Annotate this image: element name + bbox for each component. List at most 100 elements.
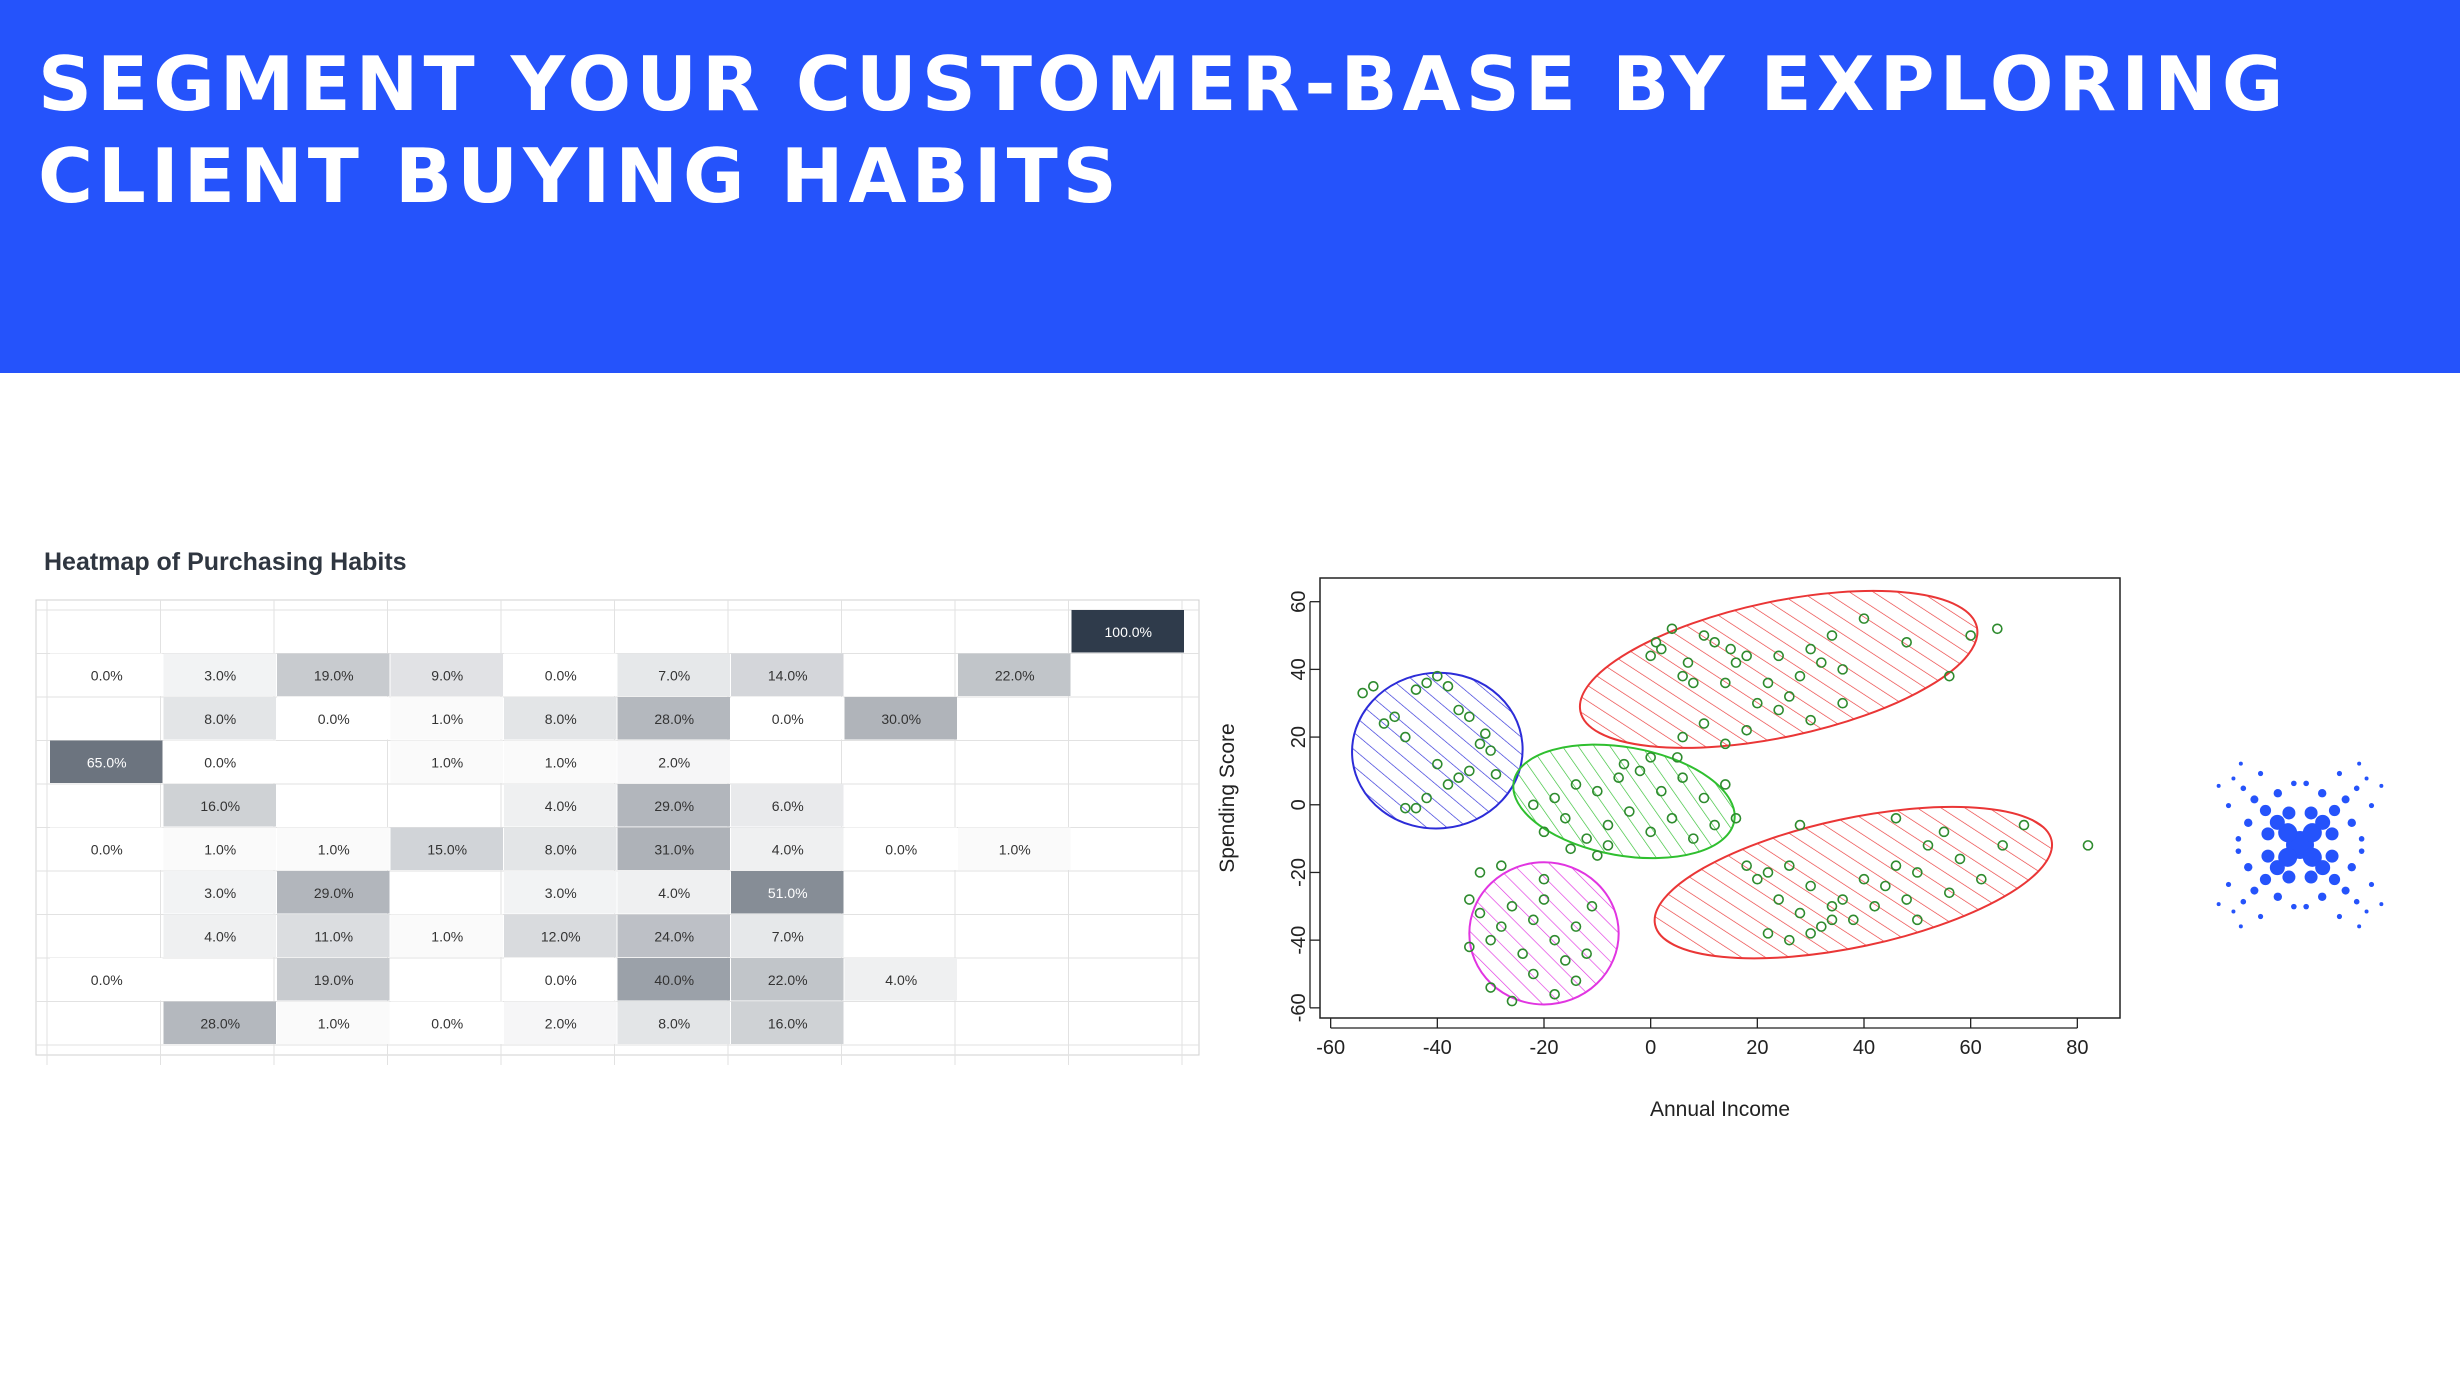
data-point	[1741, 650, 1752, 662]
heatmap-cell	[277, 958, 390, 1001]
logo-dot	[2358, 848, 2365, 854]
heatmap-cell	[390, 914, 503, 957]
data-point	[1410, 802, 1422, 814]
logo-dot	[2303, 780, 2309, 787]
data-point	[1869, 901, 1880, 912]
data-point	[1805, 714, 1816, 726]
heatmap-cell-label: 4.0%	[658, 885, 690, 901]
data-point	[1613, 772, 1624, 783]
heatmap-cell	[731, 784, 844, 827]
logo-dot	[2282, 870, 2296, 884]
heatmap-cell	[731, 958, 844, 1001]
x-axis-title: Annual Income	[1650, 1098, 1790, 1121]
data-point	[1954, 853, 1966, 865]
logo-dot	[2368, 802, 2375, 809]
x-tick-label: -20	[1530, 1037, 1559, 1059]
heatmap-cell-label: 1.0%	[431, 928, 463, 944]
data-point	[1389, 711, 1400, 723]
data-point	[1922, 840, 1934, 851]
logo-dot	[2379, 783, 2384, 788]
cluster-group	[1653, 805, 2054, 960]
data-point	[1485, 934, 1496, 946]
data-point	[1474, 907, 1486, 919]
data-point	[1570, 975, 1582, 987]
data-point	[1901, 637, 1912, 648]
data-point	[1378, 718, 1390, 729]
data-point	[1442, 779, 1454, 790]
data-point	[1709, 637, 1720, 648]
logo-dot	[2216, 783, 2221, 788]
data-point	[1645, 650, 1656, 662]
data-point	[2082, 840, 2094, 851]
y-tick-label: -60	[1288, 993, 1310, 1022]
x-tick-label: -60	[1316, 1037, 1345, 1059]
logo-dot	[2364, 776, 2369, 781]
logo-dot	[2240, 785, 2247, 792]
heatmap-cell	[731, 871, 844, 914]
heatmap-cell-label: 11.0%	[314, 928, 353, 944]
data-point	[1464, 711, 1475, 723]
y-tick-label: 40	[1288, 658, 1310, 680]
data-point	[1784, 860, 1795, 871]
heatmap-cell	[844, 958, 957, 1001]
heatmap-cell-label: 16.0%	[768, 1015, 808, 1031]
data-point	[1368, 681, 1379, 692]
heatmap-cell-label: 8.0%	[545, 841, 577, 857]
logo-dot	[2368, 881, 2375, 888]
heatmap-cell-label: 0.0%	[772, 711, 804, 727]
data-point	[1837, 894, 1848, 905]
x-tick-label: -40	[1423, 1037, 1452, 1059]
data-point	[1480, 728, 1491, 739]
heatmap-cell-label: 1.0%	[318, 1015, 350, 1031]
logo-dot	[2250, 795, 2259, 804]
heatmap-cell-label: 0.0%	[431, 1015, 463, 1031]
heatmap-cell-label: 12.0%	[541, 928, 581, 944]
heatmap-cell-label: 31.0%	[654, 841, 694, 857]
data-point	[1826, 901, 1838, 912]
data-point	[1528, 914, 1539, 926]
heatmap-cell	[277, 697, 390, 740]
logo-dot	[2336, 770, 2343, 777]
data-point	[1682, 657, 1694, 668]
heatmap-cell-label: 1.0%	[204, 841, 236, 857]
heatmap-cell-label: 65.0%	[87, 754, 127, 770]
heatmap-cell-label: 3.0%	[204, 885, 236, 901]
data-point	[1400, 802, 1411, 814]
heatmap-cell	[277, 827, 390, 870]
data-point	[1816, 657, 1827, 668]
x-tick-label: 0	[1645, 1037, 1656, 1059]
heatmap-cell-label: 14.0%	[768, 667, 808, 683]
data-point	[1688, 833, 1699, 844]
heatmap-cell	[163, 1001, 276, 1044]
logo-dot	[2278, 823, 2298, 843]
heatmap-cell	[617, 914, 730, 957]
heatmap-cell	[731, 697, 844, 740]
cluster-ellipse	[1578, 589, 1979, 749]
data-point	[1538, 894, 1550, 905]
heatmap-cell	[390, 697, 503, 740]
data-point	[1538, 826, 1550, 838]
data-point	[1490, 769, 1502, 780]
heatmap-cell-label: 16.0%	[200, 798, 240, 814]
logo-dot	[2273, 892, 2283, 901]
data-point	[1464, 765, 1475, 777]
logo-dot	[2347, 862, 2356, 872]
data-point	[1592, 785, 1603, 797]
data-point	[1357, 687, 1368, 699]
logo-dot	[2257, 913, 2264, 920]
heatmap-cell	[163, 784, 276, 827]
y-tick-label: -20	[1288, 858, 1310, 887]
heatmap-cell	[617, 827, 730, 870]
data-point	[1581, 948, 1592, 959]
data-point	[1741, 725, 1752, 736]
logo-dot	[2273, 789, 2283, 798]
data-point	[1890, 860, 1902, 871]
heatmap-cell	[617, 784, 730, 827]
heatmap-cell	[617, 697, 730, 740]
heatmap-cell-label: 9.0%	[431, 667, 463, 683]
data-point	[1650, 637, 1662, 648]
heatmap-cell	[504, 958, 617, 1001]
heatmap-cell-label: 22.0%	[995, 667, 1035, 683]
logo-dot	[2364, 909, 2369, 914]
cluster-scatter-plot: -60 -40 -20 0 20 40 60 80 -60 -40 -20 0 20 40 60 Annual…	[1216, 577, 2121, 1121]
